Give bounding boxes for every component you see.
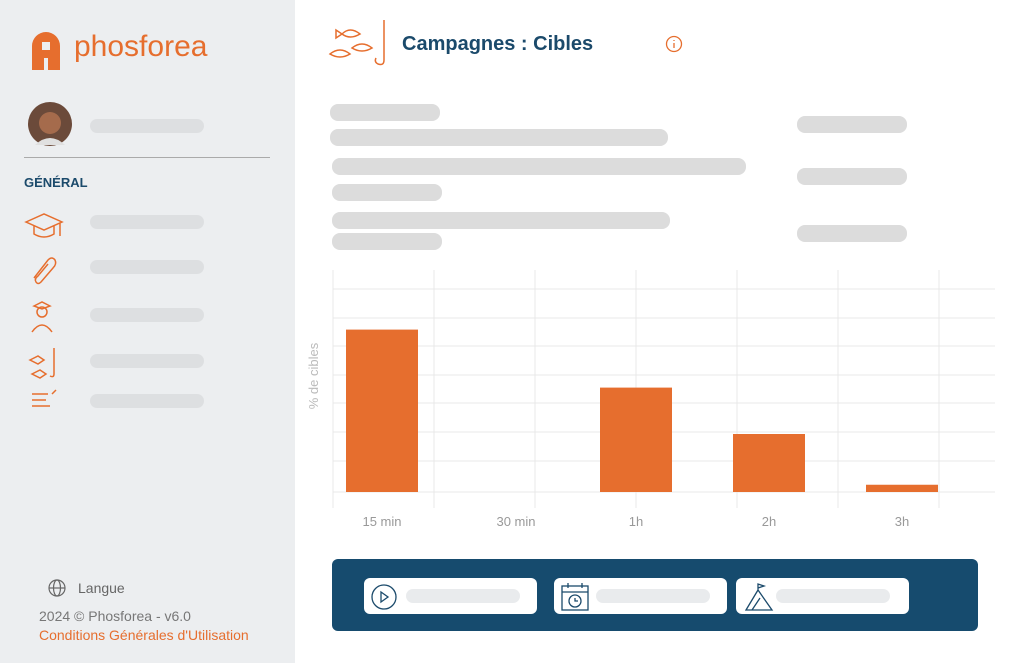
nav-placeholder[interactable] <box>90 394 204 408</box>
section-title: GÉNÉRAL <box>24 175 88 190</box>
value-placeholder <box>797 225 907 242</box>
bar <box>600 387 672 492</box>
avatar[interactable] <box>27 101 73 147</box>
user-name-placeholder <box>90 119 204 133</box>
bar <box>733 434 805 492</box>
campaign-icon <box>328 20 385 66</box>
nav-placeholder[interactable] <box>90 215 204 229</box>
language[interactable]: Langue <box>78 580 125 596</box>
logo-icon <box>32 32 60 70</box>
bar <box>346 329 418 492</box>
nav-icons <box>24 213 64 407</box>
value-placeholder <box>797 168 907 185</box>
y-axis-label: % de cibles <box>306 342 321 409</box>
divider <box>24 157 270 158</box>
x-tick-label: 3h <box>895 514 909 529</box>
text-placeholder <box>330 129 668 146</box>
x-tick-label: 30 min <box>496 514 535 529</box>
info-icon[interactable] <box>665 35 683 53</box>
stat-pill <box>364 578 537 614</box>
terms-link[interactable]: Conditions Générales d'Utilisation <box>39 627 249 643</box>
chart: % de cibles 15 min 30 min 1h 2h 3h <box>306 270 995 529</box>
version: 2024 © Phosforea - v6.0 <box>39 608 191 624</box>
value-placeholder <box>797 116 907 133</box>
stat-pill <box>554 578 727 614</box>
text-placeholder <box>330 104 440 121</box>
nav-placeholder[interactable] <box>90 260 204 274</box>
x-tick-label: 15 min <box>362 514 401 529</box>
sidebar: phosforea GÉNÉRAL Langue 2024 © Phosfore… <box>0 0 295 663</box>
stat-pill <box>736 578 909 614</box>
nav-placeholder[interactable] <box>90 354 204 368</box>
nav-placeholder[interactable] <box>90 308 204 322</box>
page-title: Campagnes : Cibles <box>402 33 594 55</box>
brand: phosforea <box>74 30 208 63</box>
text-placeholder <box>332 158 746 175</box>
text-placeholder <box>332 212 670 229</box>
bar <box>866 484 938 492</box>
x-tick-label: 2h <box>762 514 776 529</box>
globe-icon <box>48 579 66 597</box>
text-placeholder <box>332 184 442 201</box>
text-placeholder <box>332 233 442 250</box>
x-tick-label: 1h <box>629 514 643 529</box>
